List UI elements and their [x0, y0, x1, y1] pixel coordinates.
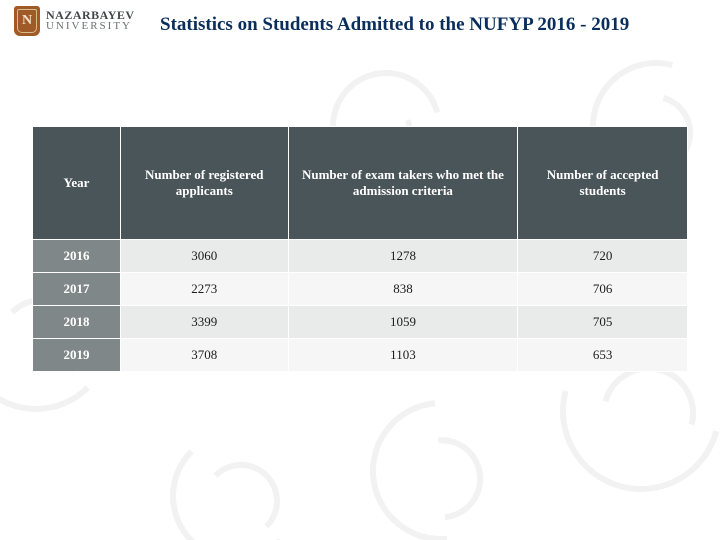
row-year: 2017: [33, 273, 121, 306]
page-title: Statistics on Students Admitted to the N…: [160, 14, 700, 36]
col-header-registered: Number of registered applicants: [120, 127, 288, 240]
cell-criteria: 1059: [288, 306, 518, 339]
table-row: 2019 3708 1103 653: [33, 339, 688, 372]
cell-accepted: 720: [518, 240, 688, 273]
row-year: 2018: [33, 306, 121, 339]
logo-shield-icon: N: [14, 6, 40, 36]
cell-criteria: 838: [288, 273, 518, 306]
cell-registered: 3708: [120, 339, 288, 372]
logo-text-line2: UNIVERSITY: [46, 21, 135, 31]
cell-accepted: 705: [518, 306, 688, 339]
cell-registered: 2273: [120, 273, 288, 306]
cell-accepted: 653: [518, 339, 688, 372]
table-header-row: Year Number of registered applicants Num…: [33, 127, 688, 240]
row-year: 2016: [33, 240, 121, 273]
cell-accepted: 706: [518, 273, 688, 306]
cell-criteria: 1278: [288, 240, 518, 273]
cell-registered: 3399: [120, 306, 288, 339]
col-header-accepted: Number of accepted students: [518, 127, 688, 240]
table-row: 2017 2273 838 706: [33, 273, 688, 306]
col-header-year: Year: [33, 127, 121, 240]
row-year: 2019: [33, 339, 121, 372]
table-row: 2018 3399 1059 705: [33, 306, 688, 339]
col-header-criteria: Number of exam takers who met the admiss…: [288, 127, 518, 240]
university-logo: N NAZARBAYEV UNIVERSITY: [14, 6, 135, 36]
cell-registered: 3060: [120, 240, 288, 273]
table-row: 2016 3060 1278 720: [33, 240, 688, 273]
cell-criteria: 1103: [288, 339, 518, 372]
admissions-table: Year Number of registered applicants Num…: [32, 126, 688, 372]
